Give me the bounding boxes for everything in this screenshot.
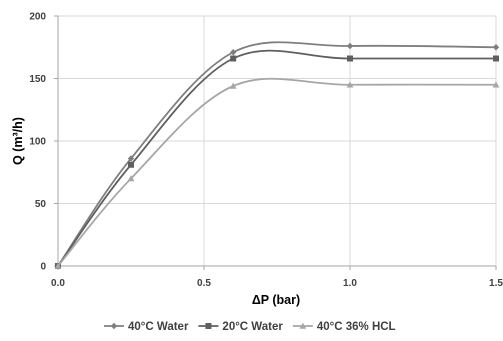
series-layer — [54, 41, 500, 270]
y-tick-label: 50 — [35, 199, 47, 210]
data-point-triangle — [229, 82, 237, 89]
series-line — [57, 49, 496, 267]
data-point-triangle — [54, 262, 62, 269]
data-point-triangle — [346, 81, 354, 88]
legend-item: 40°C 36% HCL — [292, 321, 396, 333]
series-1 — [55, 49, 499, 269]
data-point-triangle — [127, 175, 135, 182]
y-tick-label: 100 — [29, 137, 46, 148]
data-point-diamond — [492, 44, 500, 51]
data-point-diamond — [127, 155, 135, 162]
legend-label: 40°C 36% HCL — [317, 321, 396, 333]
series-2 — [54, 77, 500, 269]
data-point-square — [230, 55, 237, 62]
y-tick-label: 0 — [40, 262, 46, 273]
data-point-triangle — [492, 81, 500, 88]
data-point-square — [347, 55, 353, 62]
y-axis-title: Q (m³/h) — [11, 117, 25, 165]
data-point-diamond — [346, 42, 354, 50]
data-point-diamond — [230, 49, 237, 56]
x-tick-label: 1.5 — [489, 278, 503, 289]
legend-marker-triangle — [299, 322, 307, 329]
y-tick-label: 200 — [29, 12, 46, 23]
x-axis-title: ΔP (bar) — [252, 293, 300, 307]
series-0 — [54, 41, 500, 270]
x-tick-label: 1.0 — [343, 278, 357, 289]
grid-lines — [58, 15, 497, 266]
legend-item: 40°C Water — [104, 321, 189, 333]
series-line — [57, 41, 497, 267]
data-point-square — [493, 55, 499, 62]
axes — [54, 15, 497, 270]
y-tick-label: 150 — [29, 74, 46, 85]
legend-marker-diamond — [110, 322, 118, 330]
legend-label: 20°C Water — [222, 321, 283, 333]
x-tick-labels: 0.0 0.5 1.0 1.5 — [51, 278, 503, 289]
legend-item: 20°C Water — [198, 321, 283, 333]
legend-marker-square — [205, 323, 212, 329]
x-tick-label: 0.5 — [197, 278, 211, 289]
x-tick-label: 0.0 — [51, 278, 65, 289]
data-point-square — [128, 161, 134, 168]
legend: 40°C Water 20°C Water 40°C 36% HCL — [104, 321, 396, 333]
y-tick-labels: 0 50 100 150 200 — [29, 12, 46, 273]
legend-label: 40°C Water — [128, 321, 189, 333]
